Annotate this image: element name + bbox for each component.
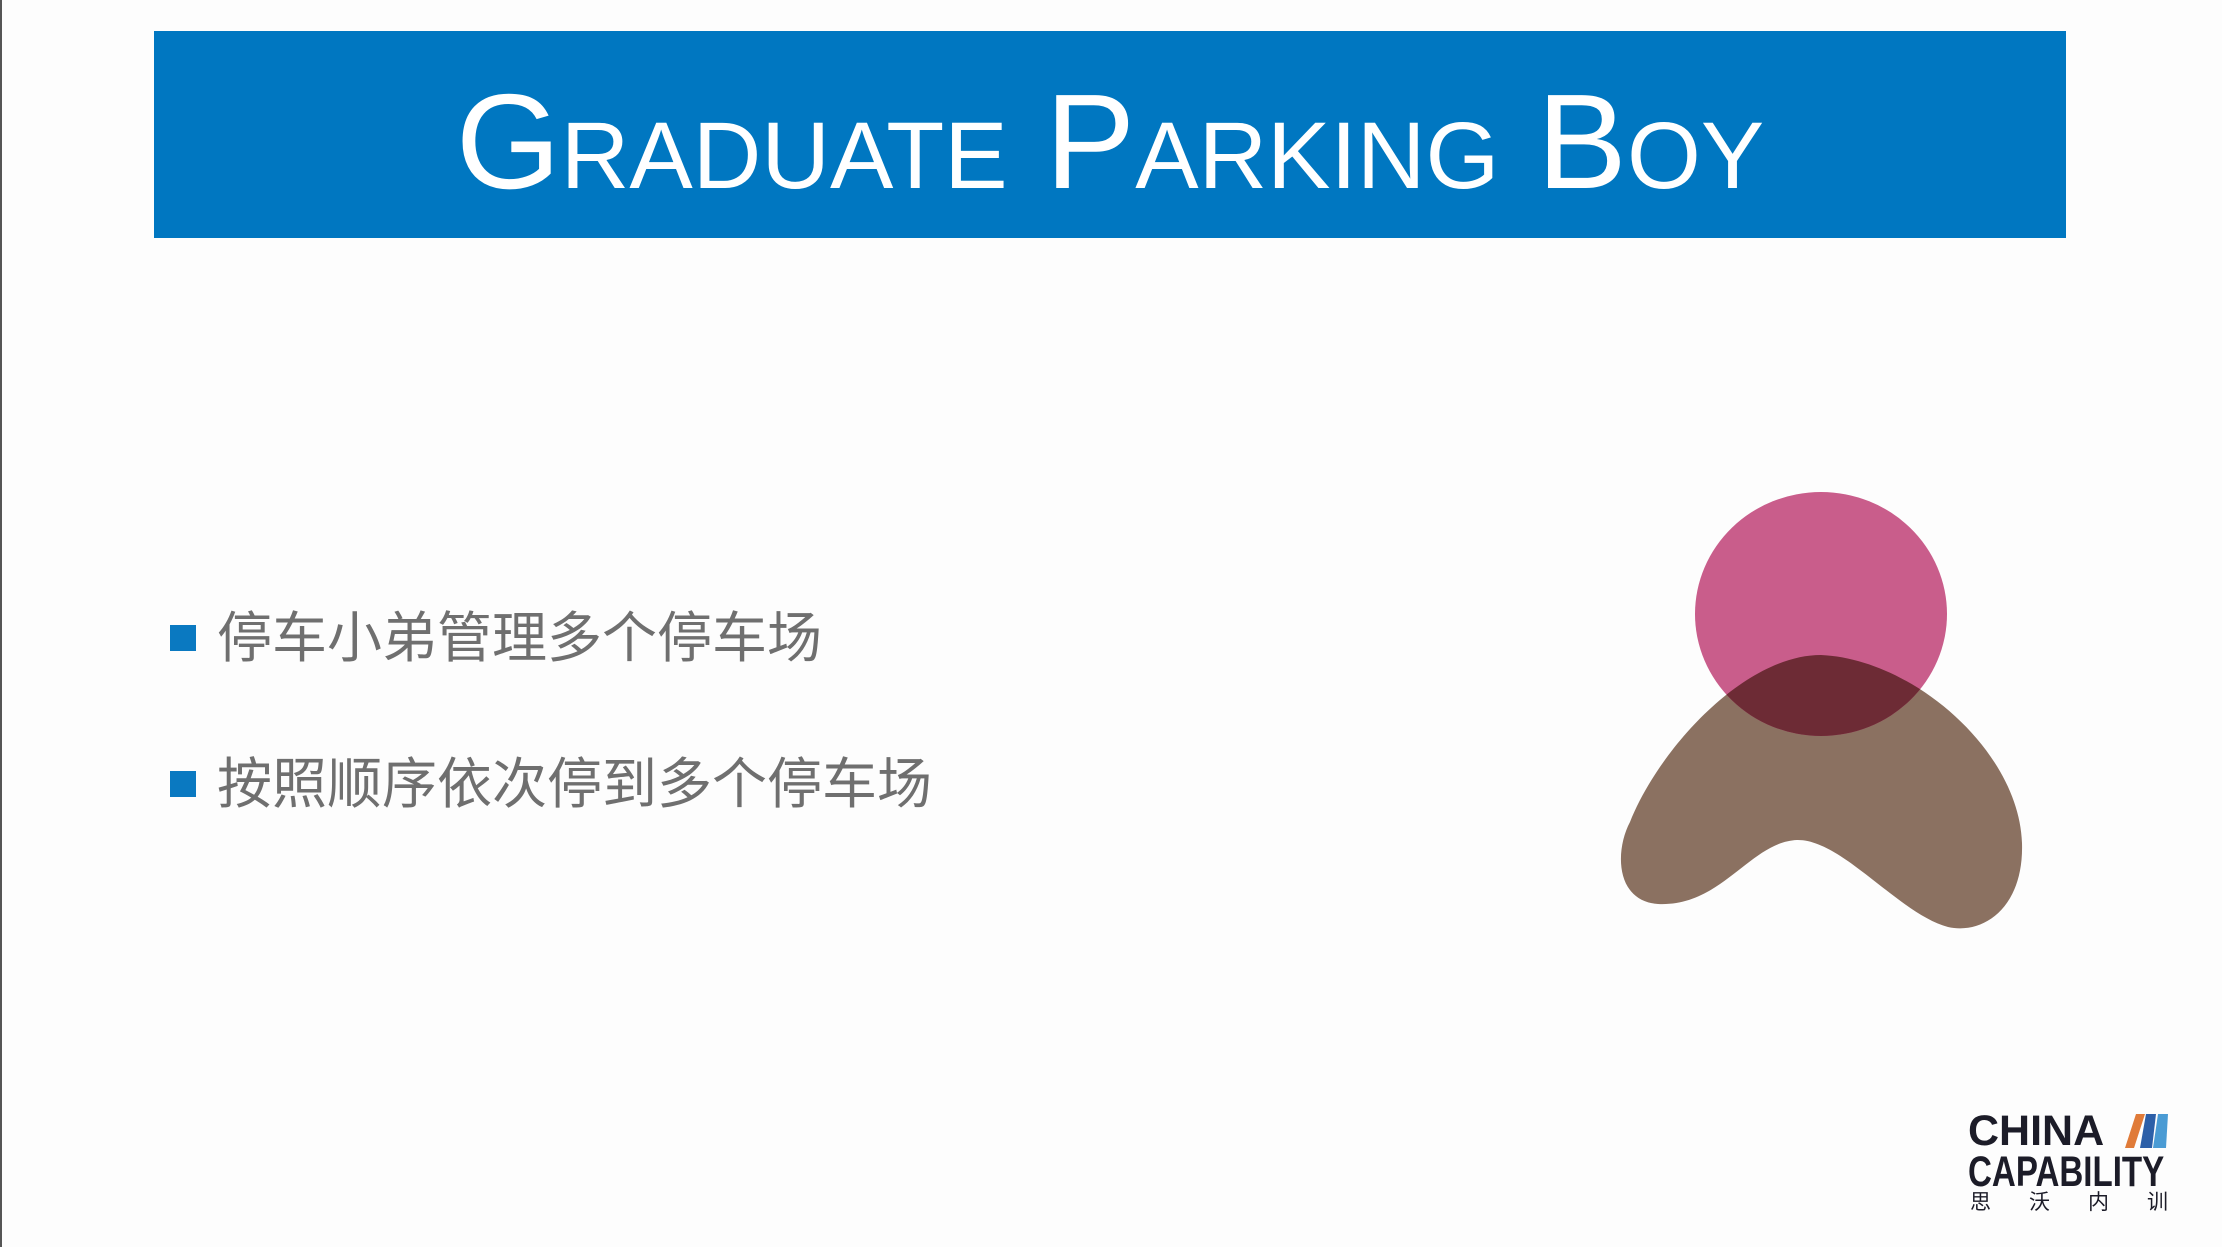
bullet-text: 按照顺序依次停到多个停车场 xyxy=(217,752,933,816)
body-blob-shape xyxy=(1620,655,2023,929)
logo-text-china: CHINA xyxy=(1968,1107,2105,1155)
slide-border xyxy=(0,0,2,1247)
head-circle-shape xyxy=(1695,492,1947,736)
overlap-shape xyxy=(1695,655,1947,736)
bullet-square-icon xyxy=(170,625,196,651)
logo-bar-blue xyxy=(2140,1114,2156,1148)
logo-bar-light-blue xyxy=(2153,1114,2168,1148)
logo-chinese-char: 思 xyxy=(1970,1190,1991,1214)
title-bar: Graduate Parking Boy xyxy=(154,31,2066,238)
logo-chinese-char: 训 xyxy=(2147,1190,2168,1214)
logo-chinese-char: 内 xyxy=(2088,1190,2109,1214)
bullet-text: 停车小弟管理多个停车场 xyxy=(217,606,823,670)
logo-text-capability: CAPABILITY xyxy=(1968,1148,2165,1196)
bullet-item: 停车小弟管理多个停车场 xyxy=(170,605,822,671)
bullet-square-icon xyxy=(170,771,196,797)
logo-chinese-char: 沃 xyxy=(2029,1190,2050,1214)
bullet-item: 按照顺序依次停到多个停车场 xyxy=(170,751,932,817)
logo-bar-orange xyxy=(2125,1114,2145,1148)
slide-title: Graduate Parking Boy xyxy=(455,66,1765,217)
logo-chinese-name: 思 沃 内 训 xyxy=(1970,1190,2168,1214)
